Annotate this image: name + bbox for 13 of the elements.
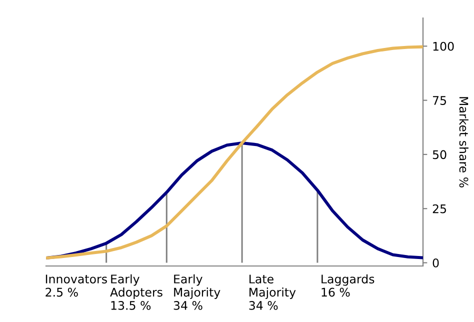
line-series bbox=[46, 141, 423, 260]
x-tick-label: Early Adopters 13.5 % bbox=[110, 274, 162, 310]
y-axis-title: Market share % bbox=[459, 97, 468, 188]
y-tick-label: 0 bbox=[432, 258, 439, 268]
y-tick-label: 50 bbox=[432, 150, 446, 160]
x-tick-label: Early Majority 34 % bbox=[174, 274, 220, 310]
y-tick-label: 75 bbox=[432, 96, 446, 105]
x-tick-label: Laggards 16 % bbox=[322, 274, 374, 297]
line-series bbox=[46, 45, 423, 260]
x-tick-label: Innovators 2.5 % bbox=[46, 274, 107, 297]
y-tick-label: 100 bbox=[433, 42, 454, 51]
y-tick-label: 25 bbox=[432, 204, 446, 214]
x-tick-label: Late Majority 34 % bbox=[249, 274, 296, 310]
